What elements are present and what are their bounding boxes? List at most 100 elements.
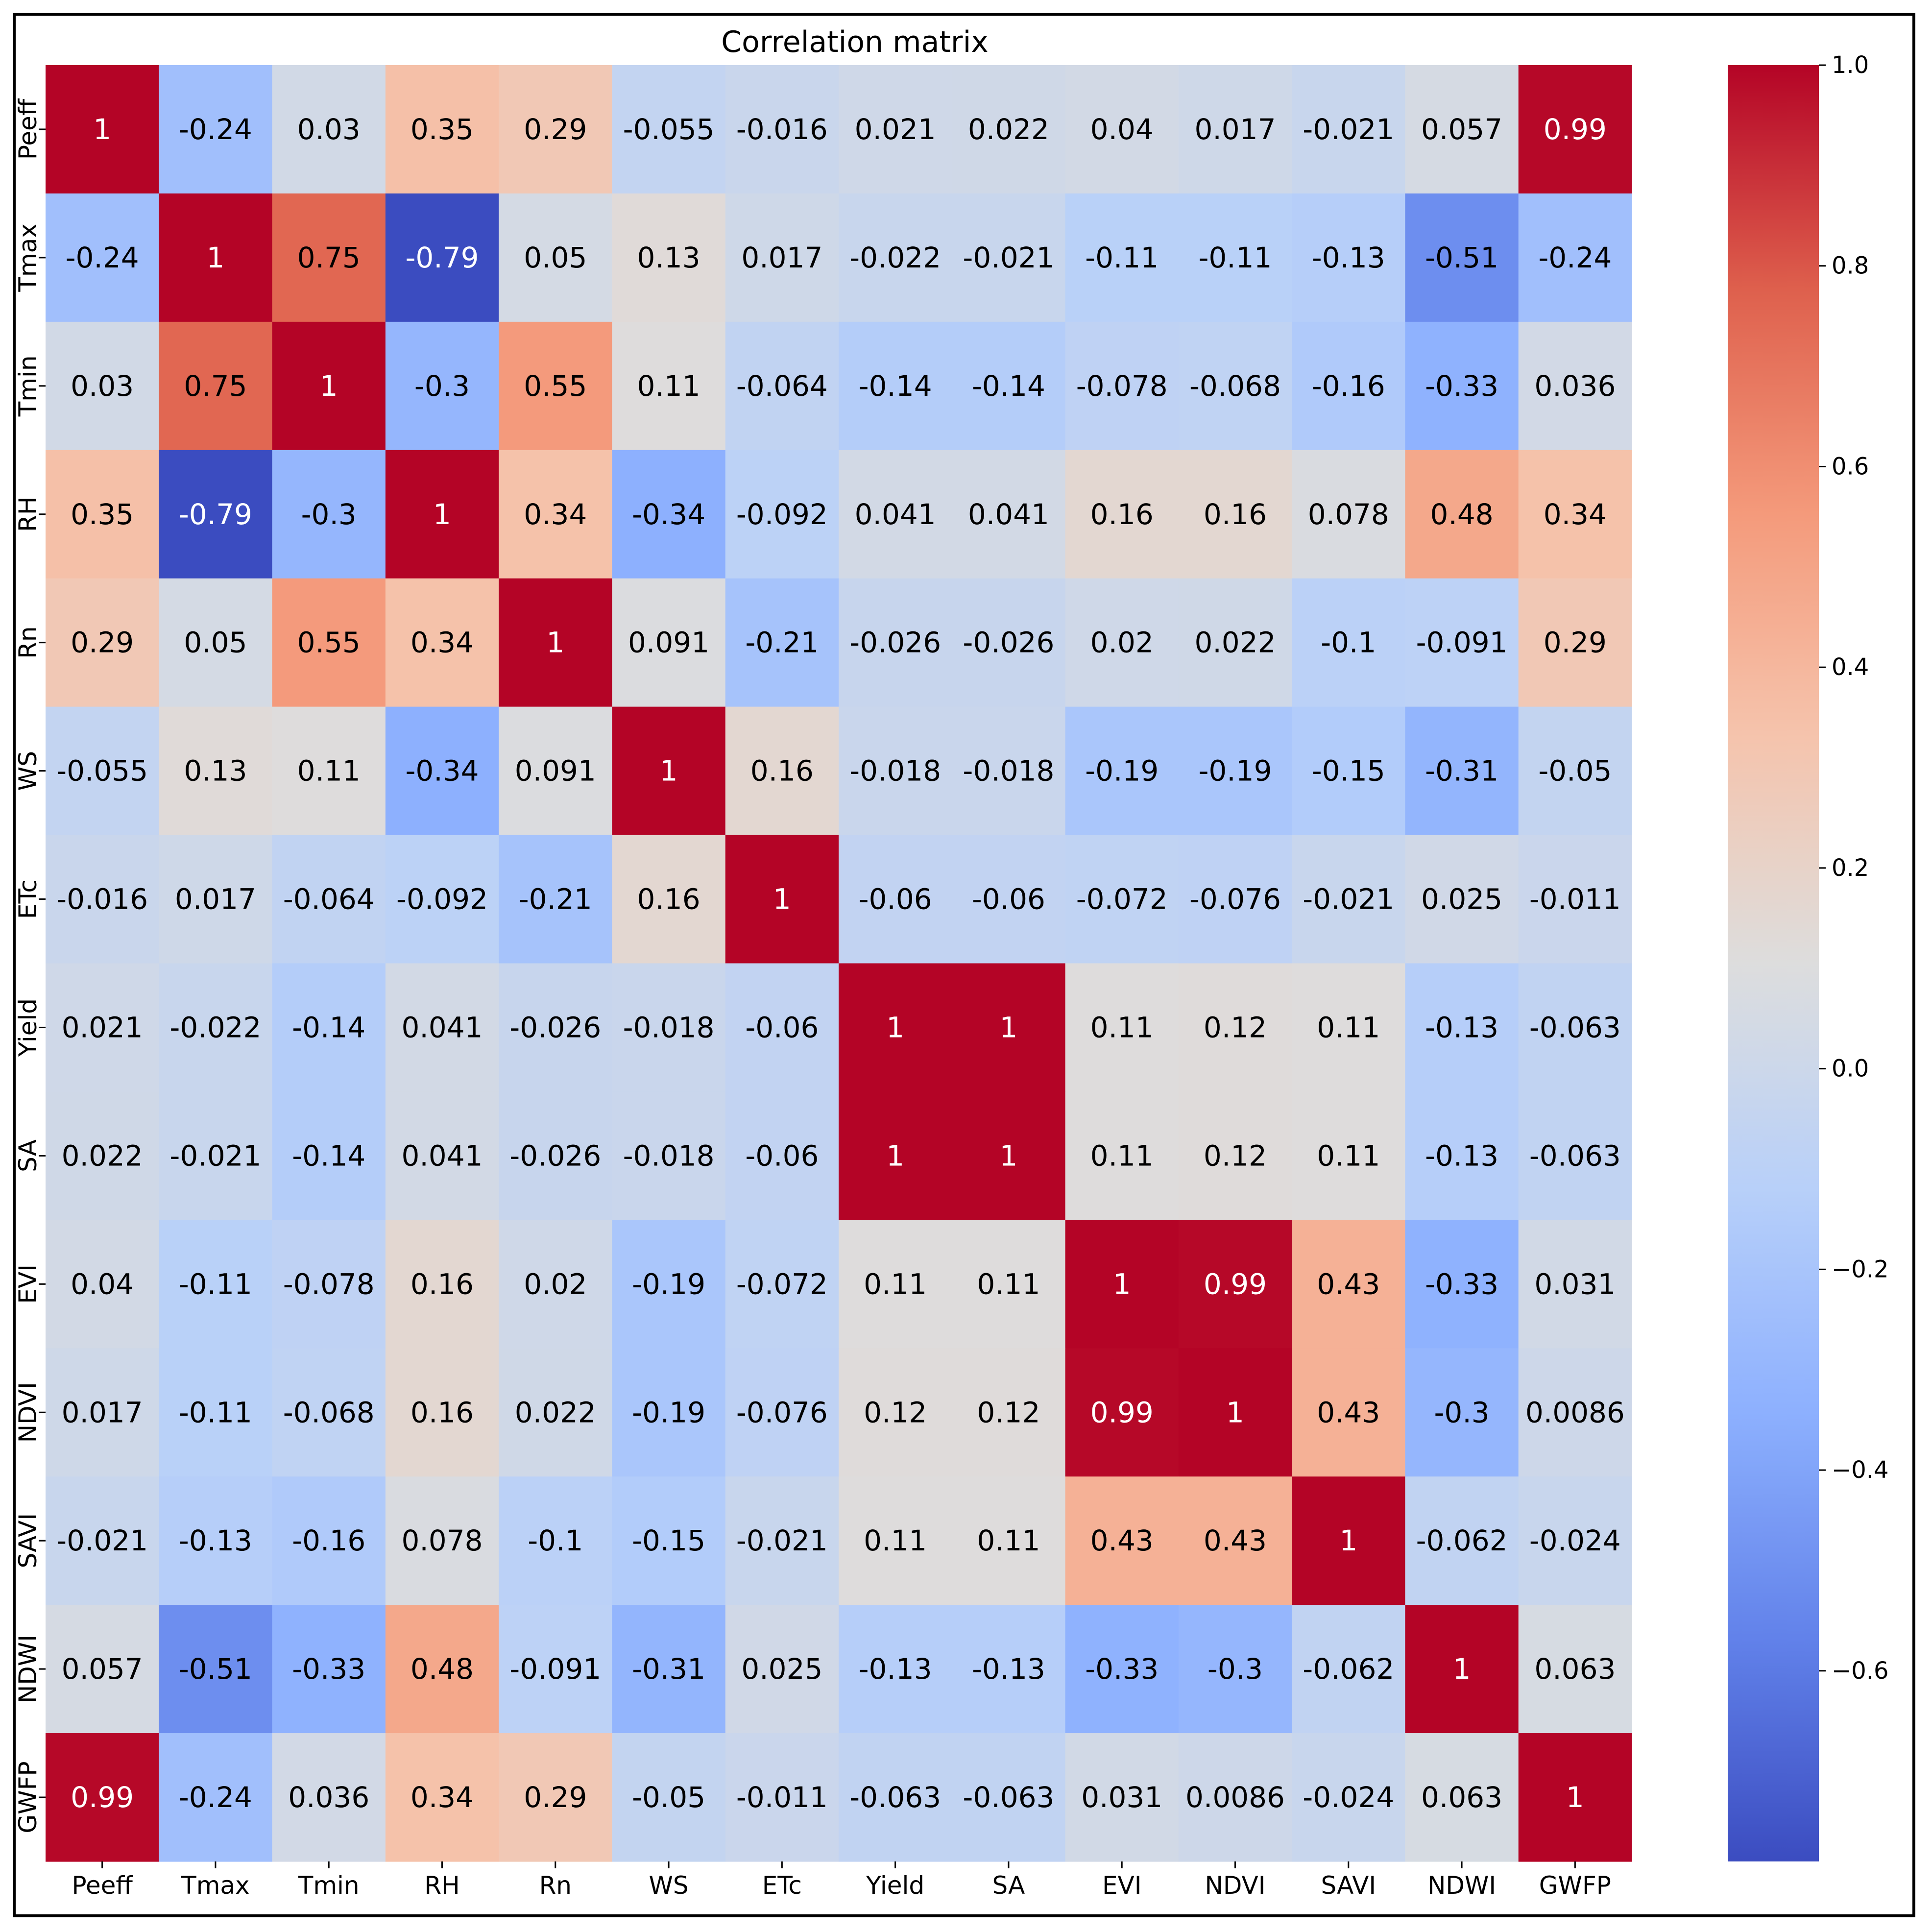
heatmap-cell <box>612 1091 726 1220</box>
cell-value-label: -0.24 <box>179 1781 252 1814</box>
cell-value-label: -0.018 <box>963 754 1054 788</box>
cell-value-label: -0.11 <box>1085 241 1159 274</box>
colorbar: 1.0 0.8 0.6 0.4 0.2 0.0 −0.2 −0.4 −0.6 <box>1728 51 1889 1861</box>
cell-value-label: -0.016 <box>56 883 148 916</box>
heatmap-cell <box>385 65 499 194</box>
heatmap-cell <box>612 1476 726 1605</box>
heatmap-cell <box>839 835 952 964</box>
heatmap-cell <box>272 706 386 836</box>
figure-frame <box>13 13 1915 1917</box>
heatmap-cell <box>499 578 613 707</box>
heatmap-cell <box>1178 1605 1292 1734</box>
chart-title: Correlation matrix <box>721 25 989 59</box>
heatmap-cell <box>1405 65 1519 194</box>
heatmap-cell <box>385 321 499 451</box>
cell-value-label: 0.036 <box>288 1781 369 1814</box>
cell-value-label: 0.16 <box>411 1267 474 1301</box>
x-tick-label: Peeff <box>72 1871 133 1900</box>
cell-value-label: -0.14 <box>859 369 932 403</box>
cell-value-label: 0.11 <box>637 369 700 403</box>
cell-value-label: 0.017 <box>741 241 822 274</box>
cell-value-label: -0.05 <box>1538 754 1612 788</box>
y-tick-label: Tmin <box>14 355 42 417</box>
cell-value-label: 1 <box>773 883 791 916</box>
x-tick-label: SA <box>992 1871 1025 1900</box>
cell-value-label: -0.091 <box>1416 626 1508 659</box>
cell-value-label: 0.99 <box>1204 1267 1267 1301</box>
heatmap-cell <box>1292 963 1406 1092</box>
heatmap-cell <box>725 1091 839 1220</box>
heatmap-cell <box>46 578 159 707</box>
heatmap-cell <box>1292 1476 1406 1605</box>
heatmap-cell <box>1065 578 1179 707</box>
heatmap-cell <box>46 193 159 322</box>
heatmap-cell <box>1065 1091 1179 1220</box>
cell-value-label: -0.092 <box>396 883 488 916</box>
cell-value-label: 0.11 <box>1317 1011 1380 1044</box>
heatmap-cell <box>46 65 159 194</box>
heatmap-cell <box>499 963 613 1092</box>
heatmap-cell <box>952 1348 1066 1477</box>
heatmap-cell <box>952 1605 1066 1734</box>
cell-value-label: -0.024 <box>1303 1781 1394 1814</box>
cell-value-label: -0.055 <box>56 754 148 788</box>
cell-value-label: 0.04 <box>71 1267 134 1301</box>
heatmap-cell <box>725 193 839 322</box>
cell-value-label: -0.13 <box>1425 1011 1498 1044</box>
cell-value-label: 0.057 <box>1421 113 1502 146</box>
heatmap-cell <box>385 1091 499 1220</box>
heatmap-cell <box>1065 193 1179 322</box>
heatmap-cell <box>1178 450 1292 579</box>
cell-value-label: -0.026 <box>963 626 1054 659</box>
x-tick-label: NDWI <box>1427 1871 1496 1900</box>
heatmap-cell <box>499 1605 613 1734</box>
heatmap-cell <box>499 1733 613 1862</box>
heatmap-cell <box>46 1605 159 1734</box>
heatmap-cell <box>612 706 726 836</box>
colorbar-tick-label: −0.6 <box>1832 1657 1889 1685</box>
heatmap-cell <box>725 578 839 707</box>
cell-value-label: 0.11 <box>864 1524 927 1557</box>
cell-value-label: 0.091 <box>628 626 709 659</box>
colorbar-tick-label: 0.0 <box>1832 1055 1869 1083</box>
heatmap-cell <box>499 321 613 451</box>
heatmap-cell <box>725 1348 839 1477</box>
cell-value-label: 0.03 <box>297 113 361 146</box>
cell-value-label: 0.34 <box>1544 498 1607 531</box>
cell-value-label: -0.026 <box>509 1011 601 1044</box>
cell-value-label: -0.018 <box>849 754 941 788</box>
heatmap-cell <box>839 1476 952 1605</box>
heatmap-cell <box>1178 193 1292 322</box>
cell-value-label: 0.99 <box>1544 113 1607 146</box>
heatmap-cell <box>725 1220 839 1349</box>
heatmap-cell <box>1405 321 1519 451</box>
y-tick-label: SAVI <box>14 1513 42 1569</box>
heatmap-cell <box>499 1348 613 1477</box>
x-tick-label: SAVI <box>1321 1871 1376 1900</box>
cell-value-label: -0.078 <box>283 1267 375 1301</box>
cell-value-label: 0.057 <box>62 1652 143 1686</box>
heatmap-cell <box>272 321 386 451</box>
colorbar-tick-label: 0.2 <box>1832 854 1869 882</box>
cell-value-label: -0.14 <box>292 1011 365 1044</box>
heatmap-cell <box>46 1476 159 1605</box>
heatmap-cell <box>159 835 273 964</box>
heatmap-cell <box>839 1733 952 1862</box>
heatmap-cell <box>1292 65 1406 194</box>
heatmap-cell <box>272 65 386 194</box>
heatmap-cell <box>499 450 613 579</box>
heatmap-cell <box>159 1476 273 1605</box>
cell-value-label: -0.3 <box>1208 1652 1263 1686</box>
cell-value-label: 0.12 <box>1204 1011 1267 1044</box>
heatmap-cell <box>272 1476 386 1605</box>
heatmap-cell <box>952 193 1066 322</box>
heatmap-cell <box>1292 1091 1406 1220</box>
heatmap-cell <box>1178 1476 1292 1605</box>
heatmap-cell <box>272 1091 386 1220</box>
heatmap-cell <box>1065 321 1179 451</box>
heatmap-cell <box>1065 1220 1179 1349</box>
cell-value-label: -0.016 <box>736 113 828 146</box>
cell-value-label: 0.13 <box>184 754 247 788</box>
cell-value-label: -0.3 <box>1434 1396 1489 1429</box>
